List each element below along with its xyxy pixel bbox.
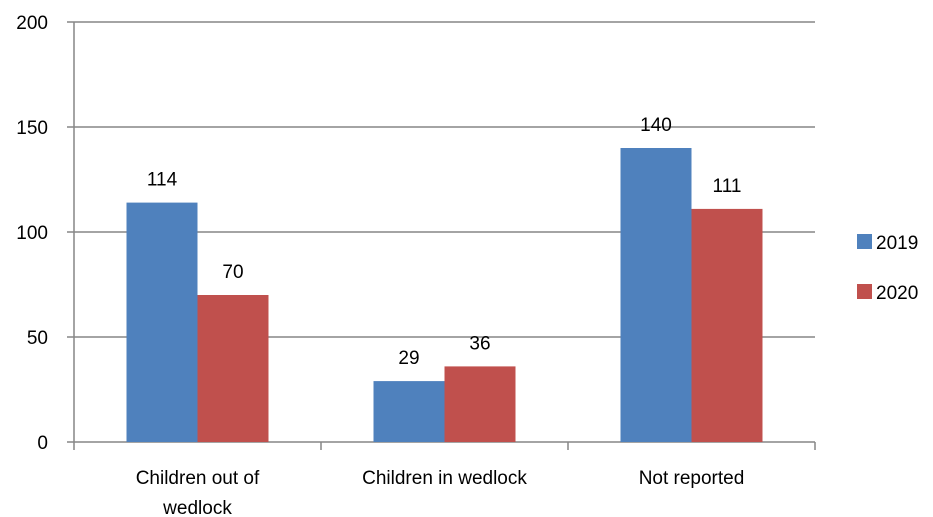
data-label: 140 bbox=[640, 115, 672, 136]
data-label: 36 bbox=[469, 333, 490, 354]
data-label: 29 bbox=[398, 348, 419, 369]
bar-2019-2 bbox=[620, 148, 692, 442]
x-category-label: Not reported bbox=[639, 468, 745, 489]
legend-swatch-2019 bbox=[857, 234, 872, 249]
y-tick-label: 150 bbox=[16, 118, 48, 139]
data-label: 114 bbox=[147, 170, 178, 191]
y-tick-label: 50 bbox=[27, 328, 48, 349]
legend-label: 2020 bbox=[876, 283, 918, 304]
x-category-label: Children in wedlock bbox=[362, 468, 527, 489]
legend-label: 2019 bbox=[876, 233, 918, 254]
x-category-label: Children out of bbox=[136, 468, 260, 489]
legend-swatch-2020 bbox=[857, 284, 872, 299]
data-label: 111 bbox=[713, 176, 742, 197]
y-tick-label: 200 bbox=[16, 13, 48, 34]
bar-2019-0 bbox=[126, 202, 198, 442]
bar-2020-2 bbox=[691, 208, 763, 442]
data-label: 70 bbox=[222, 262, 243, 283]
y-tick-label: 100 bbox=[16, 223, 48, 244]
x-category-label: wedlock bbox=[162, 498, 232, 517]
y-tick-label: 0 bbox=[37, 433, 48, 454]
bar-2020-0 bbox=[197, 295, 269, 442]
bar-2020-1 bbox=[444, 366, 516, 442]
bar-2019-1 bbox=[373, 381, 445, 442]
